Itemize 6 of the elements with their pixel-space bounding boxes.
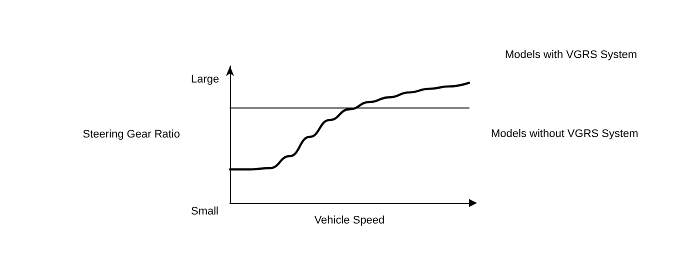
text: Models with VGRS System — [505, 48, 638, 61]
text: Models without VGRS System — [491, 128, 638, 140]
text: Small — [191, 206, 219, 218]
text: Large — [191, 74, 220, 86]
y-axis-title: Steering Gear Ratio — [82, 128, 180, 140]
x-axis-title: Vehicle Speed — [314, 214, 385, 226]
